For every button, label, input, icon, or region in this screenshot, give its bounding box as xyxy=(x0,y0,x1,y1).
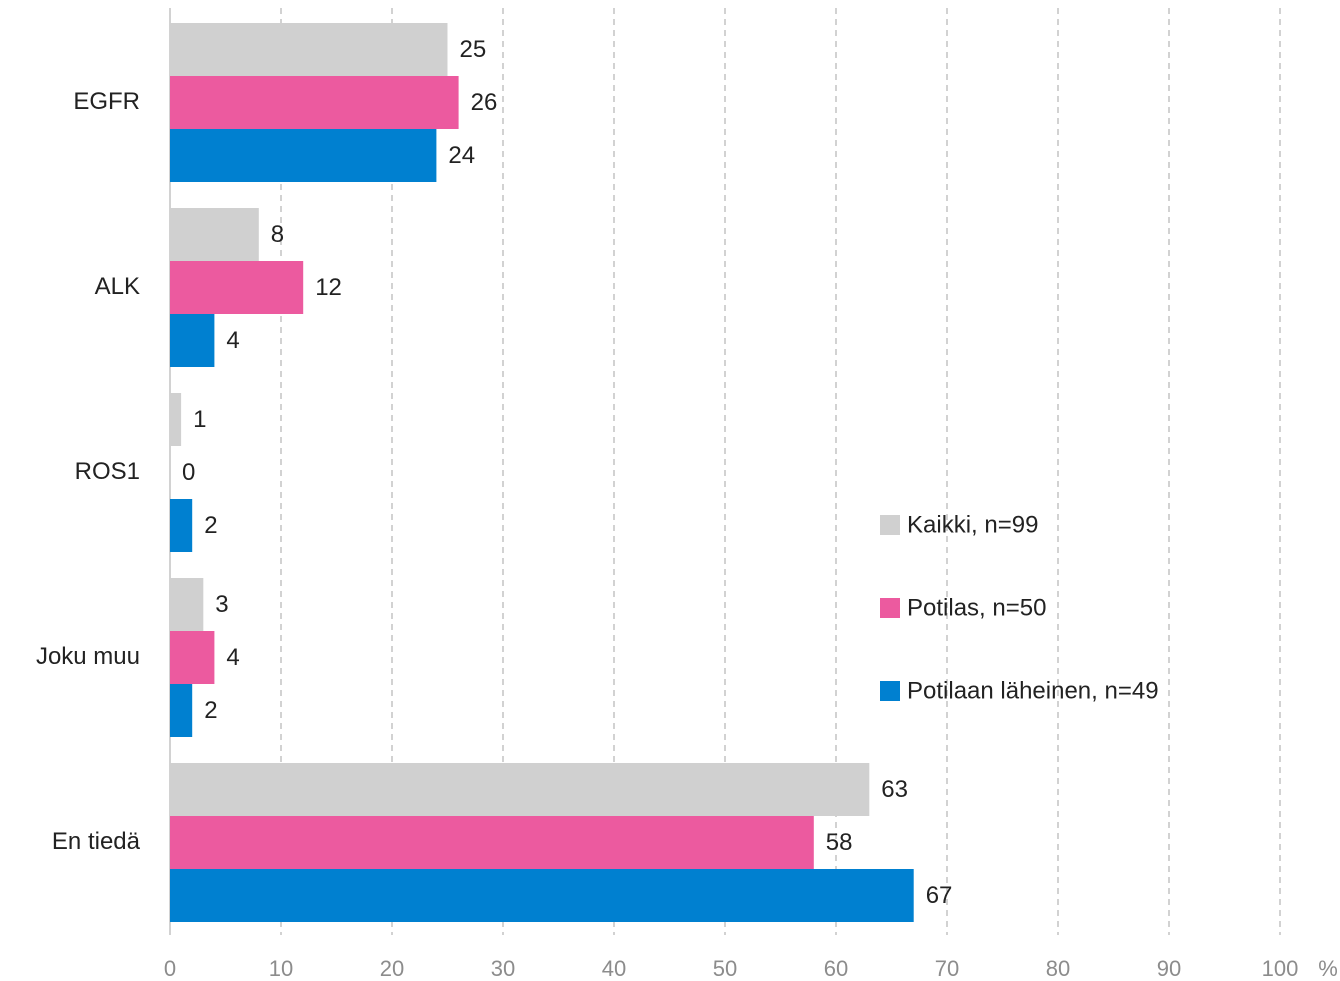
legend-label: Potilaan läheinen, n=49 xyxy=(907,677,1159,704)
x-tick-label: 90 xyxy=(1157,956,1181,981)
legend-label: Potilas, n=50 xyxy=(907,594,1046,621)
category-label: ALK xyxy=(95,273,140,300)
x-tick-label: 70 xyxy=(935,956,959,981)
x-tick-label: 0 xyxy=(164,956,176,981)
data-label: 58 xyxy=(826,829,853,856)
legend-label: Kaikki, n=99 xyxy=(907,511,1038,538)
data-label: 2 xyxy=(204,697,217,724)
category-label: En tiedä xyxy=(52,828,141,855)
x-tick-label: 20 xyxy=(380,956,404,981)
bar xyxy=(170,869,914,922)
x-tick-label: 30 xyxy=(491,956,515,981)
category-label: ROS1 xyxy=(75,458,140,485)
x-tick-label: 80 xyxy=(1046,956,1070,981)
data-label: 24 xyxy=(448,142,475,169)
x-tick-label: 10 xyxy=(269,956,293,981)
bar xyxy=(170,499,193,552)
bar xyxy=(170,816,814,869)
bar xyxy=(170,23,448,76)
bar xyxy=(170,578,204,631)
category-label: Joku muu xyxy=(36,643,140,670)
data-label: 12 xyxy=(315,274,342,301)
legend-swatch xyxy=(880,515,900,535)
data-label: 2 xyxy=(204,512,217,539)
x-tick-label: 60 xyxy=(824,956,848,981)
bar xyxy=(170,631,215,684)
data-label: 1 xyxy=(193,406,206,433)
legend-swatch xyxy=(880,681,900,701)
bar xyxy=(170,314,215,367)
bar xyxy=(170,129,437,182)
data-label: 3 xyxy=(215,591,228,618)
data-label: 63 xyxy=(881,776,908,803)
data-label: 67 xyxy=(926,882,953,909)
x-tick-label: 40 xyxy=(602,956,626,981)
bar xyxy=(170,261,304,314)
bar xyxy=(170,393,182,446)
data-label: 4 xyxy=(226,327,239,354)
x-tick-label: 100 xyxy=(1262,956,1299,981)
bar xyxy=(170,763,870,816)
x-tick-label: 50 xyxy=(713,956,737,981)
category-label: EGFR xyxy=(73,88,140,115)
data-label: 25 xyxy=(460,36,487,63)
bar xyxy=(170,208,259,261)
data-label: 0 xyxy=(182,459,195,486)
bar xyxy=(170,76,459,129)
data-label: 4 xyxy=(226,644,239,671)
bar xyxy=(170,684,193,737)
x-unit: % xyxy=(1318,956,1338,981)
legend-swatch xyxy=(880,598,900,618)
data-label: 26 xyxy=(471,89,498,116)
data-label: 8 xyxy=(271,221,284,248)
